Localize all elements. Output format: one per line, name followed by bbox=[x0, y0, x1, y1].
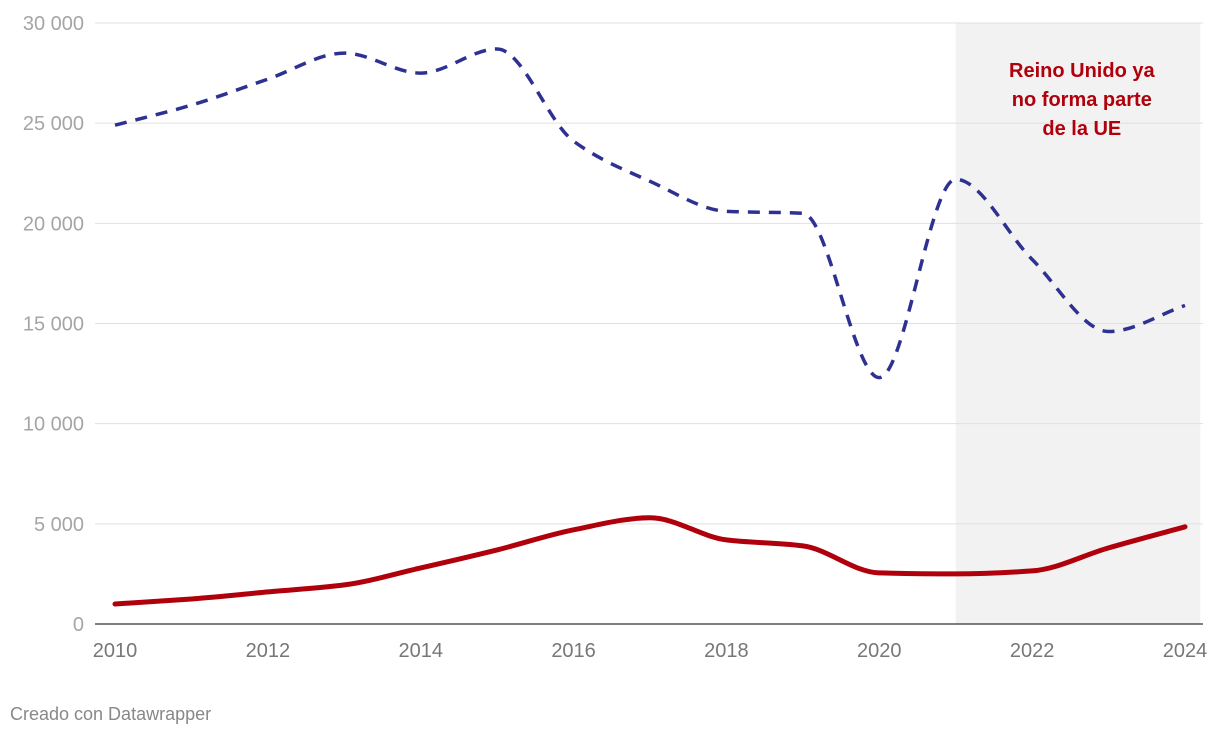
y-tick-label: 0 bbox=[73, 614, 84, 636]
y-tick-label: 5 000 bbox=[34, 514, 84, 536]
y-tick-label: 20 000 bbox=[23, 213, 84, 235]
series-lines bbox=[112, 47, 1188, 607]
y-tick-label: 30 000 bbox=[23, 13, 84, 35]
x-tick-label: 2014 bbox=[398, 640, 443, 662]
y-axis-ticks: 0 5 000 10 000 15 000 20 000 25 000 30 000 bbox=[23, 13, 84, 636]
annotation-text: Reino Unido ya no forma parte de la UE bbox=[1009, 60, 1155, 140]
x-tick-label: 2018 bbox=[704, 640, 749, 662]
gridlines bbox=[95, 22, 1203, 625]
annotation-line: no forma parte bbox=[1012, 89, 1152, 111]
dashed-series-line bbox=[114, 47, 1186, 380]
footer-credit: Creado con Datawrapper bbox=[10, 704, 212, 724]
y-tick-label: 15 000 bbox=[23, 314, 84, 336]
y-tick-label: 25 000 bbox=[23, 113, 84, 135]
solid-series-line bbox=[112, 515, 1188, 607]
annotation-line: Reino Unido ya bbox=[1009, 60, 1155, 82]
line-chart: 0 5 000 10 000 15 000 20 000 25 000 30 000 201… bbox=[23, 13, 1208, 662]
x-axis-ticks: 2010 2012 2014 2016 2018 2020 2022 2024 bbox=[93, 640, 1208, 662]
x-tick-label: 2016 bbox=[551, 640, 596, 662]
x-tick-label: 2024 bbox=[1163, 640, 1208, 662]
y-tick-label: 10 000 bbox=[23, 414, 84, 436]
annotation-line: de la UE bbox=[1042, 118, 1121, 140]
annotation: Reino Unido ya no forma parte de la UE bbox=[1009, 60, 1155, 140]
x-tick-label: 2022 bbox=[1010, 640, 1055, 662]
x-tick-label: 2020 bbox=[857, 640, 902, 662]
x-tick-label: 2012 bbox=[246, 640, 291, 662]
x-tick-label: 2010 bbox=[93, 640, 138, 662]
